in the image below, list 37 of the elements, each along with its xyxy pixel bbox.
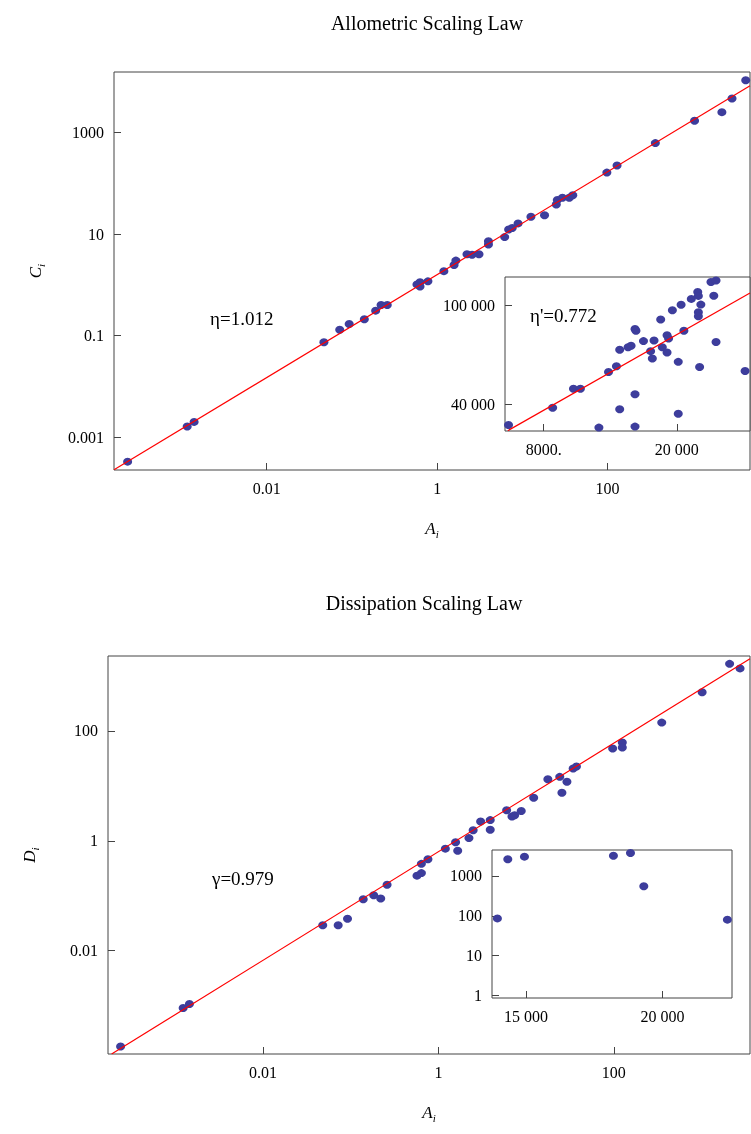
y-tick-label: 1: [90, 832, 98, 850]
y-tick-label: 100 000: [443, 297, 495, 315]
x-tick-label: 15 000: [504, 1007, 549, 1025]
x-tick-label: 20 000: [640, 1007, 685, 1025]
point: [503, 855, 513, 864]
y-tick-label: 40 000: [451, 395, 495, 413]
x-tick-label: 100: [601, 1063, 626, 1081]
y-tick-label: 1: [474, 987, 482, 1005]
x-tick-label: 100: [595, 479, 620, 497]
chart-title: Allometric Scaling Law: [330, 12, 524, 35]
x-tick-label: 8000.: [525, 440, 562, 458]
y-tick-label: 0.01: [70, 942, 98, 960]
y-tick-label: 1000: [450, 867, 482, 885]
y-tick-label: 0.001: [68, 428, 104, 446]
point: [608, 851, 618, 860]
y-tick-label: 1000: [72, 123, 104, 141]
y-axis-title: Ci: [26, 263, 47, 279]
y-tick-label: 10: [466, 947, 482, 965]
y-tick-label: 10: [88, 225, 104, 243]
annotation: η=1.012: [210, 308, 274, 329]
x-tick-label: 1: [434, 1063, 443, 1081]
y-tick-label: 0.1: [84, 327, 104, 345]
point: [519, 852, 529, 861]
x-tick-label: 0.01: [252, 479, 281, 497]
point: [626, 848, 635, 857]
x-tick-label: 1: [433, 479, 442, 497]
y-tick-label: 100: [74, 722, 98, 740]
x-tick-label: 20 000: [654, 440, 699, 458]
annotation: η'=0.772: [530, 305, 597, 326]
point: [492, 914, 502, 923]
point: [639, 882, 649, 891]
chart-title: Dissipation Scaling Law: [325, 592, 523, 615]
x-tick-label: 0.01: [248, 1063, 277, 1081]
point: [722, 915, 732, 924]
y-axis-title: Di: [20, 847, 41, 864]
y-tick-label: 100: [458, 907, 482, 925]
annotation: γ=0.979: [211, 868, 274, 889]
